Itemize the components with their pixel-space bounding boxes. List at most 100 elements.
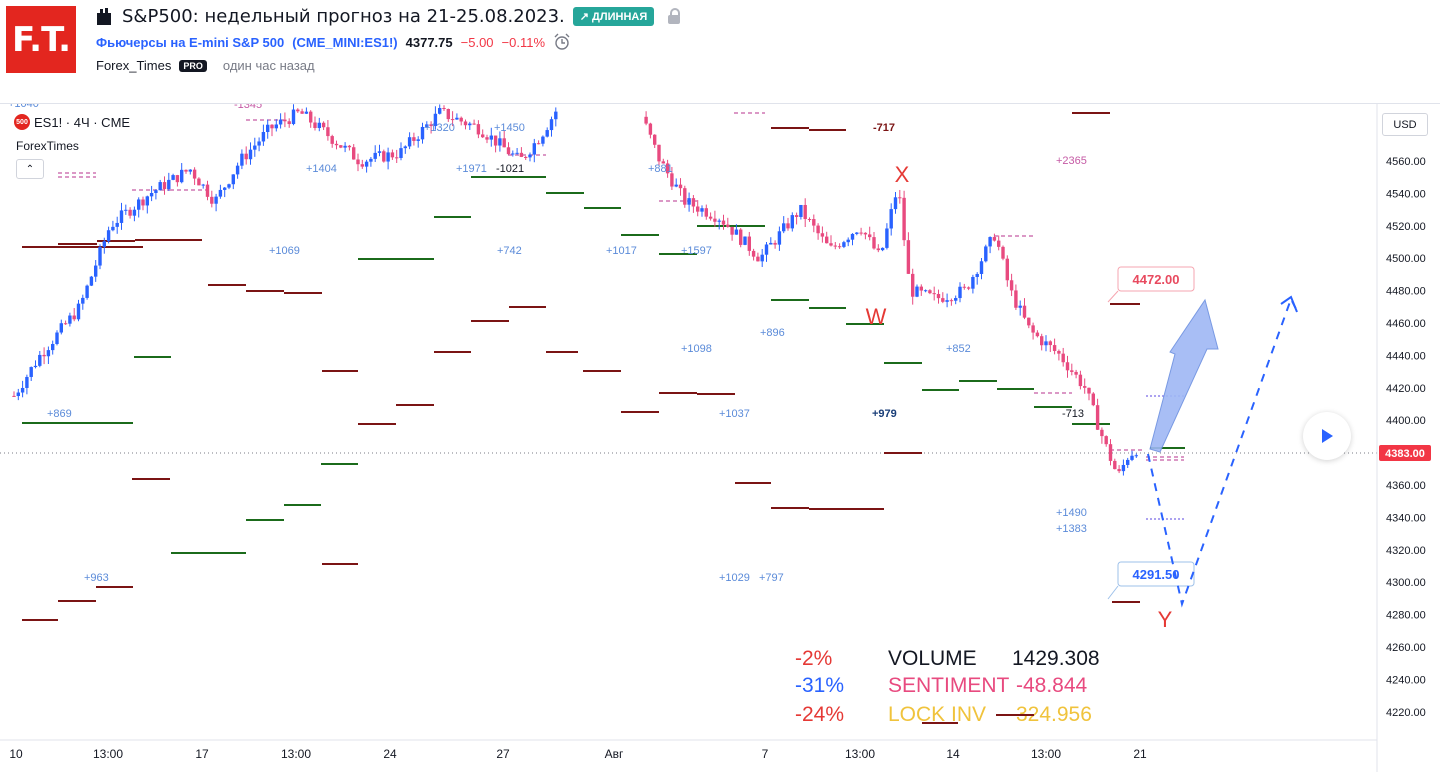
- bull-candle: [764, 244, 769, 255]
- legend-symbol[interactable]: ES1! · 4Ч · CME: [34, 114, 131, 130]
- bull-candle: [687, 198, 691, 205]
- projection-arrow: [1149, 298, 1219, 453]
- target-up-frame: [1117, 266, 1195, 292]
- price-change-pct: −0.11%: [501, 34, 546, 50]
- bear-candle: [648, 123, 653, 135]
- x-tick-label: Авг: [605, 747, 624, 761]
- target-down-label: 4291.50: [1133, 567, 1180, 582]
- alarm-clock-icon[interactable]: [553, 33, 571, 51]
- bull-candle: [532, 143, 536, 155]
- bull-candle: [889, 209, 893, 229]
- bear-candle: [825, 236, 829, 244]
- bull-candle: [119, 210, 124, 223]
- bull-candle: [893, 197, 898, 210]
- bull-candle: [317, 122, 321, 129]
- bear-candle: [1027, 317, 1031, 326]
- indicator-name[interactable]: ForexTimes: [16, 139, 79, 153]
- bull-candle: [51, 343, 55, 351]
- bear-candle: [812, 219, 816, 226]
- bear-candle: [1074, 371, 1078, 375]
- bear-candle: [485, 137, 489, 140]
- bear-candle: [665, 163, 670, 174]
- bull-candle: [971, 276, 975, 289]
- bull-candle: [89, 276, 94, 286]
- pro-badge: PRO: [179, 59, 207, 72]
- bull-candle: [364, 161, 369, 167]
- bull-candle: [455, 117, 459, 120]
- bull-candle: [158, 182, 162, 191]
- bull-candle: [257, 141, 261, 146]
- bull-candle: [743, 236, 747, 245]
- bull-candle: [468, 123, 472, 126]
- bear-candle: [334, 143, 339, 146]
- y-tick-label: 4480.00: [1386, 286, 1426, 298]
- bull-candle: [769, 242, 773, 245]
- bull-candle: [850, 233, 855, 240]
- direction-badge: ↗ ДЛИННАЯ: [572, 7, 655, 26]
- bull-candle: [790, 215, 794, 229]
- bull-candle: [386, 152, 390, 162]
- bear-candle: [519, 152, 524, 157]
- bear-candle: [321, 122, 326, 128]
- bull-candle: [369, 158, 373, 162]
- bear-candle: [1009, 280, 1014, 291]
- bear-candle: [876, 248, 880, 251]
- bull-candle: [988, 237, 992, 247]
- currency-button[interactable]: USD: [1382, 113, 1428, 136]
- wave-label-x: X: [895, 162, 910, 187]
- symbol-row: Фьючерсы на E-mini S&P 500 (CME_MINI:ES1…: [96, 33, 571, 51]
- wave-label-y: Y: [1158, 607, 1173, 632]
- bull-candle: [248, 149, 253, 160]
- stats-pct: -2%: [795, 647, 832, 670]
- author-logo[interactable]: F.T.: [6, 6, 76, 73]
- bear-candle: [128, 209, 132, 216]
- bear-candle: [708, 216, 713, 219]
- replay-button[interactable]: [1303, 412, 1351, 460]
- bear-candle: [859, 232, 863, 234]
- bear-candle: [1061, 353, 1065, 363]
- bear-candle: [928, 290, 932, 294]
- bear-candle: [730, 226, 734, 235]
- bear-candle: [42, 354, 46, 357]
- chart-legend: 500 ES1! · 4Ч · CME: [14, 114, 130, 130]
- bear-candle: [1040, 336, 1044, 346]
- stats-label: LOCK INV: [888, 703, 986, 726]
- target-down-box: 4291.50: [1107, 561, 1195, 600]
- bull-candle: [799, 204, 803, 217]
- bear-candle: [210, 196, 214, 204]
- bear-candle: [794, 215, 799, 217]
- bear-candle: [463, 121, 468, 126]
- bear-candle: [412, 137, 416, 141]
- bear-candle: [1083, 386, 1087, 388]
- current-price-tag: [1379, 445, 1431, 461]
- bear-candle: [962, 286, 966, 288]
- bull-candle: [433, 113, 438, 127]
- author-name[interactable]: Forex_Times: [96, 58, 172, 73]
- bull-candle: [29, 367, 33, 377]
- chart-pane[interactable]: +1040 -1345 +1320 +1450 +1404 +1971 -1021 +881 -…: [0, 103, 1440, 772]
- bear-candle: [356, 159, 360, 165]
- chart-canvas[interactable]: +1040 -1345 +1320 +1450 +1404 +1971 -1021 +881 -…: [0, 104, 1440, 772]
- bear-candle: [1087, 387, 1091, 394]
- volume-label: +1320: [424, 122, 455, 134]
- bear-candle: [442, 107, 446, 109]
- volume-label: +852: [946, 343, 971, 355]
- y-tick-label: 4540.00: [1386, 188, 1426, 200]
- bear-candle: [472, 123, 476, 125]
- bull-candle: [132, 209, 137, 216]
- bear-candle: [63, 323, 68, 325]
- collapse-button[interactable]: ⌃: [16, 159, 44, 179]
- symbol-code-link[interactable]: (CME_MINI:ES1!): [292, 34, 398, 50]
- symbol-name-link[interactable]: Фьючерсы на E-mini S&P 500: [96, 34, 285, 50]
- volume-label: +1490: [1056, 507, 1087, 519]
- bull-candle: [115, 222, 119, 227]
- bull-candle: [1044, 341, 1048, 346]
- bull-candle: [59, 323, 63, 333]
- bear-candle: [803, 204, 807, 220]
- y-tick-label: 4260.00: [1386, 642, 1426, 654]
- bull-candle: [20, 387, 25, 393]
- bull-candle: [274, 124, 278, 129]
- bear-candle: [992, 237, 997, 241]
- bull-candle: [954, 298, 958, 301]
- volume-label: +1098: [681, 343, 712, 355]
